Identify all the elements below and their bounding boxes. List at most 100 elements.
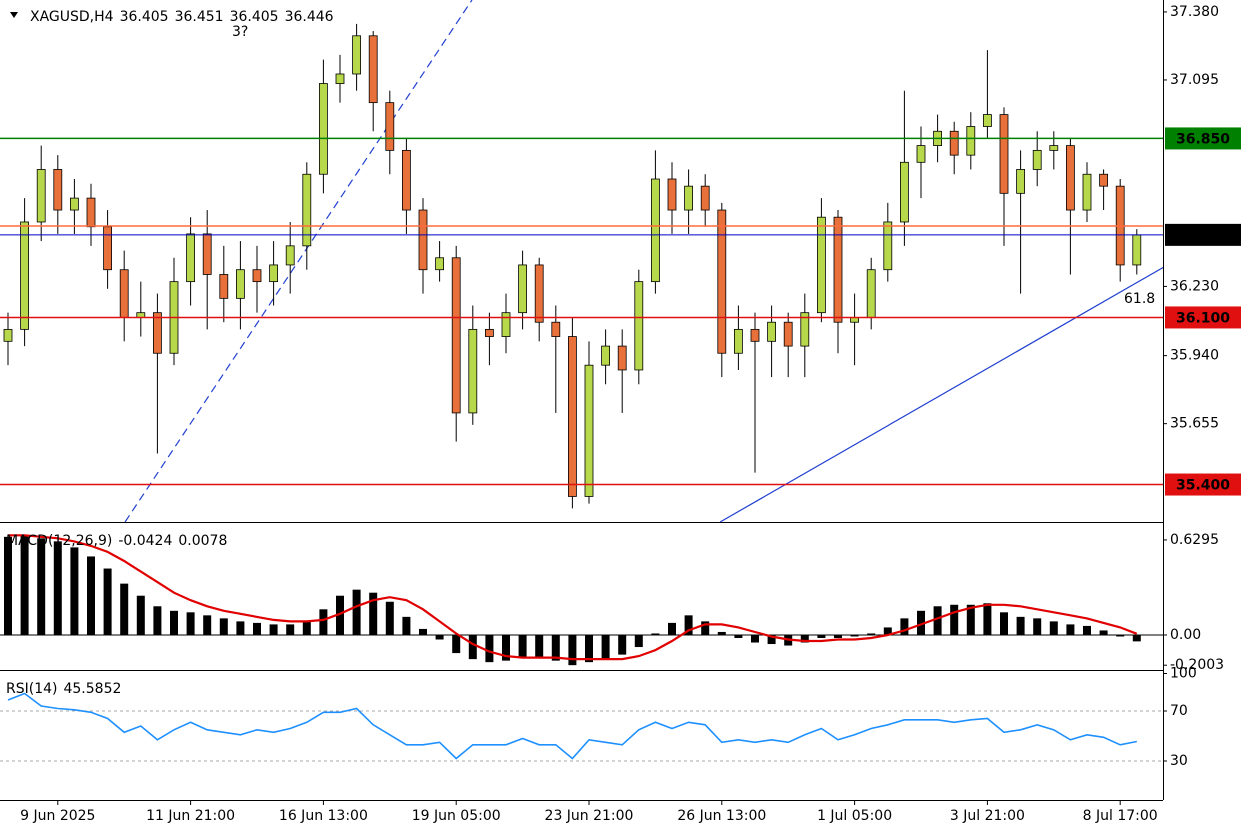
macd-bar	[1099, 630, 1108, 635]
price-label: 36.446	[1176, 228, 1230, 244]
y-tick-label: 0.6295	[1170, 532, 1219, 548]
title-part: 36.446	[285, 9, 334, 25]
candle-body	[152, 312, 162, 354]
candle-body	[451, 257, 461, 414]
candle-body	[501, 312, 511, 337]
price-label: 35.400	[1176, 478, 1230, 494]
x-tick-label: 11 Jun 21:00	[146, 808, 235, 824]
candle-body	[568, 336, 577, 497]
macd-bar	[502, 634, 510, 661]
candle-body	[949, 130, 959, 156]
candle-body	[1082, 173, 1092, 211]
candle-body	[767, 321, 776, 342]
candle-body	[684, 185, 693, 211]
macd-bar	[319, 609, 328, 635]
title-part: 45.5852	[63, 681, 121, 697]
candle-body	[1099, 173, 1108, 187]
macd-bar	[917, 610, 925, 635]
macd-bar	[369, 592, 378, 635]
price-label-bg	[1165, 306, 1241, 329]
candle-body	[385, 102, 395, 151]
menu-triangle[interactable]	[10, 12, 18, 18]
panel-title: XAGUSD,H4 36.405 36.451 36.405 36.446	[30, 9, 334, 25]
macd-bar	[1016, 616, 1025, 635]
macd-bar	[1000, 612, 1008, 635]
macd-bar	[1049, 621, 1058, 635]
macd-bar	[219, 618, 228, 635]
title-part: 36.405	[120, 9, 169, 25]
macd-bar	[286, 624, 295, 635]
candle-body	[20, 221, 30, 330]
macd-bar	[120, 583, 129, 635]
macd-bar	[551, 634, 560, 661]
macd-bar	[20, 535, 29, 635]
macd-bar	[933, 606, 942, 635]
macd-bar	[950, 604, 959, 635]
candle-body	[634, 281, 644, 371]
macd-bar	[834, 634, 842, 638]
macd-bar	[618, 634, 627, 655]
title-part: XAGUSD,H4	[30, 9, 114, 25]
macd-bar	[1116, 634, 1125, 637]
candle-body	[966, 126, 976, 156]
macd-bar	[850, 634, 859, 637]
title-part: RSI(14)	[6, 681, 57, 697]
candle-body	[999, 114, 1009, 194]
price-label: 36.850	[1176, 131, 1230, 147]
macd-bar	[983, 603, 992, 635]
macd-bar	[452, 634, 461, 654]
candle-body	[518, 264, 527, 314]
x-tick-label: 23 Jun 21:00	[545, 808, 634, 824]
macd-bar	[37, 538, 46, 635]
candle-body	[916, 145, 926, 163]
candle-body	[584, 364, 594, 497]
candle-body	[302, 173, 312, 247]
candle-body	[700, 185, 710, 211]
macd-bar	[53, 541, 62, 635]
macd-bar	[767, 634, 776, 645]
candle-body	[435, 257, 445, 271]
candle-body	[3, 328, 13, 342]
price-label-bg	[1165, 473, 1241, 496]
macd-bar	[1066, 624, 1075, 635]
candle-body	[235, 269, 245, 299]
macd-bar	[419, 628, 427, 635]
macd-bar	[136, 595, 145, 635]
macd-bar	[153, 606, 162, 635]
y-tick-label: 0.00	[1170, 627, 1201, 643]
panel-title: RSI(14) 45.5852	[6, 681, 121, 697]
macd-bar	[468, 634, 477, 660]
candle-body	[418, 209, 428, 271]
macd-bar	[352, 589, 361, 635]
macd-bar	[900, 618, 909, 635]
macd-bar	[817, 634, 826, 638]
macd-bar	[186, 612, 195, 635]
x-tick-label: 26 Jun 13:00	[677, 808, 766, 824]
trendline	[719, 266, 1163, 522]
candle-body	[269, 264, 279, 283]
plot-area	[3, 0, 1163, 522]
candle-body	[833, 216, 843, 323]
candle-body	[783, 321, 793, 347]
candle-body	[717, 209, 727, 354]
macd-bar	[568, 634, 577, 666]
price-label: 36.100	[1176, 310, 1230, 326]
macd-bar	[1083, 625, 1091, 635]
macd-bar	[717, 631, 726, 635]
y-tick-label: 30	[1170, 753, 1188, 769]
macd-bar	[734, 634, 743, 638]
candle-body	[651, 178, 660, 283]
macd-bar	[1033, 618, 1042, 635]
signal-line	[8, 534, 1138, 661]
macd-bar	[751, 634, 759, 643]
candle-body	[70, 197, 79, 211]
macd-bar	[867, 633, 876, 635]
macd-bar	[269, 624, 278, 635]
macd-bar	[336, 595, 344, 635]
candle-body	[468, 328, 478, 414]
y-tick-label: 70	[1170, 703, 1188, 719]
macd-bar	[253, 622, 261, 635]
candle-body	[617, 345, 627, 371]
fib-label: 61.8	[1124, 291, 1155, 307]
